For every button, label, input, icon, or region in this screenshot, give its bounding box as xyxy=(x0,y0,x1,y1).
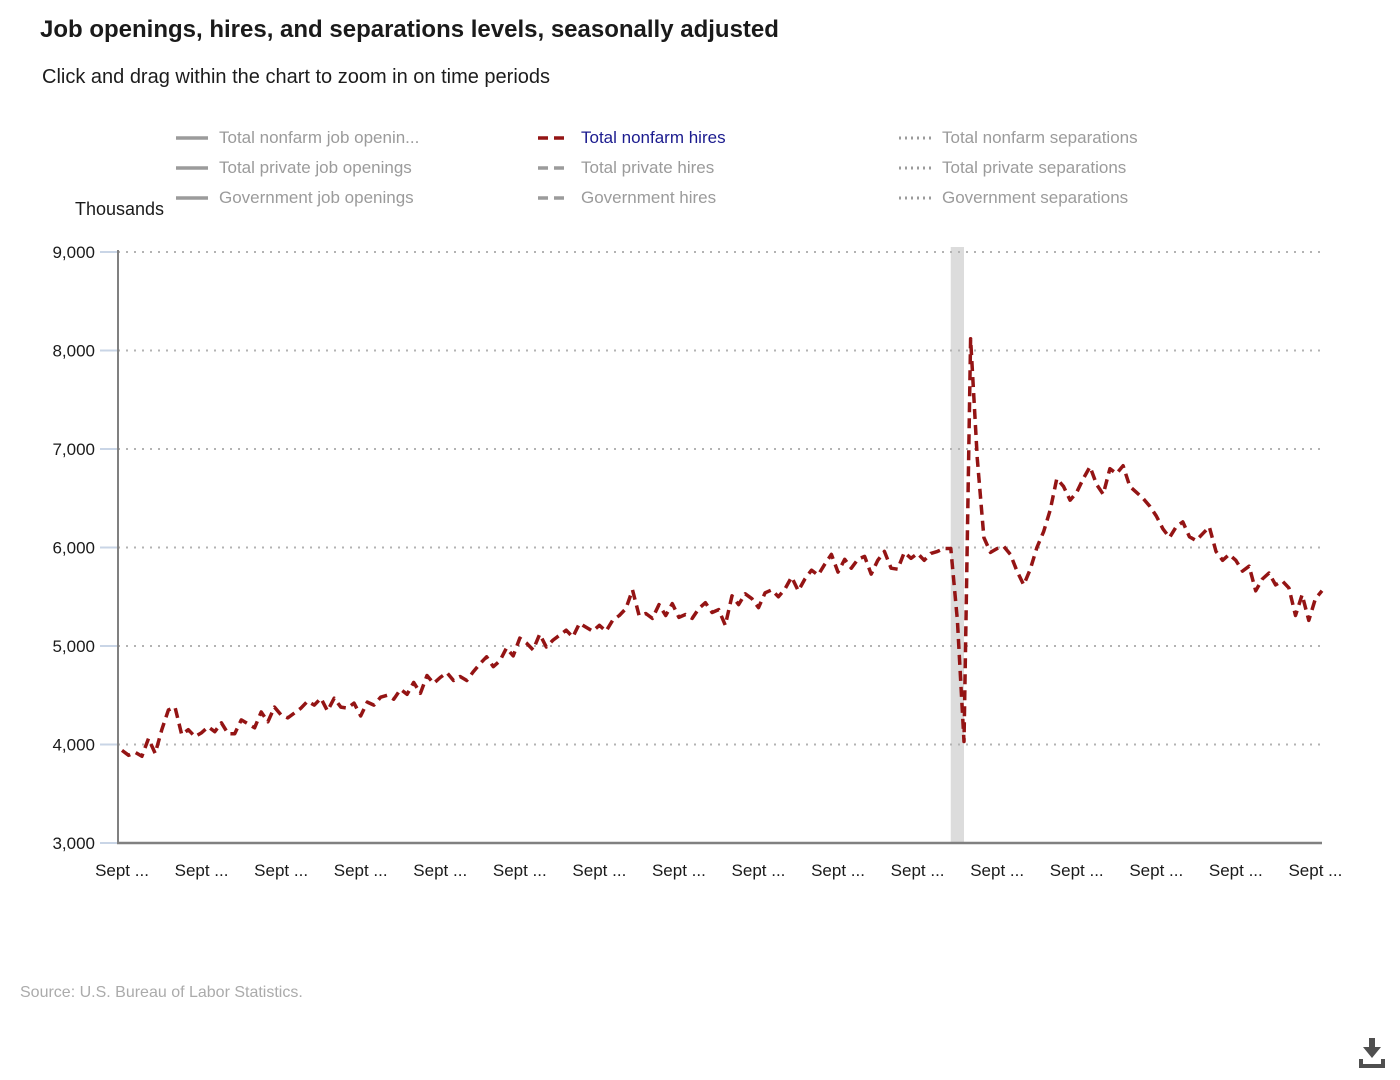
x-axis-tick-label: Sept ... xyxy=(413,861,467,880)
y-axis-tick-label: 6,000 xyxy=(52,539,95,558)
y-axis-tick-label: 8,000 xyxy=(52,342,95,361)
x-axis-tick-label: Sept ... xyxy=(254,861,308,880)
legend-item-total-nonfarm-job-openin[interactable]: Total nonfarm job openin... xyxy=(175,125,419,151)
legend-label: Total nonfarm hires xyxy=(581,128,726,147)
y-axis-tick-label: 5,000 xyxy=(52,637,95,656)
legend-label: Total private job openings xyxy=(219,158,412,177)
legend-item-government-job-openings[interactable]: Government job openings xyxy=(175,185,414,211)
legend-swatch-solid-icon xyxy=(176,136,208,140)
x-axis-tick-label: Sept ... xyxy=(970,861,1024,880)
series-line-total-nonfarm-hires xyxy=(120,336,1324,759)
x-axis-tick-label: Sept ... xyxy=(1050,861,1104,880)
legend-swatch-solid-icon xyxy=(176,166,208,170)
y-axis-tick-label: 4,000 xyxy=(52,736,95,755)
x-axis-tick-label: Sept ... xyxy=(652,861,706,880)
download-button[interactable] xyxy=(1350,1030,1394,1076)
legend-label: Government job openings xyxy=(219,188,414,207)
legend-label: Government separations xyxy=(942,188,1129,207)
x-axis-tick-label: Sept ... xyxy=(175,861,229,880)
x-axis-tick-label: Sept ... xyxy=(811,861,865,880)
x-axis-tick-label: Sept ... xyxy=(732,861,786,880)
legend-swatch-dashed-icon xyxy=(538,136,570,140)
legend-swatch-dashed-icon xyxy=(538,166,570,170)
page-title: Job openings, hires, and separations lev… xyxy=(40,16,779,43)
legend: Total nonfarm job openin... Total private… xyxy=(0,0,1400,220)
x-axis-tick-label: Sept ... xyxy=(95,861,149,880)
y-axis-unit-label: Thousands xyxy=(75,199,165,219)
legend-item-total-nonfarm-separations[interactable]: Total nonfarm separations xyxy=(898,125,1138,151)
legend-item-total-nonfarm-hires[interactable]: Total nonfarm hires xyxy=(537,125,726,151)
legend-item-government-separations[interactable]: Government separations xyxy=(898,185,1128,211)
chart-plot-area[interactable] xyxy=(118,247,1322,843)
x-axis-tick-label: Sept ... xyxy=(1288,861,1342,880)
legend-item-total-private-separations[interactable]: Total private separations xyxy=(898,155,1126,181)
legend-item-total-private-hires[interactable]: Total private hires xyxy=(537,155,714,181)
x-axis-tick-label: Sept ... xyxy=(891,861,945,880)
y-axis-tick-label: 7,000 xyxy=(52,440,95,459)
legend-swatch-dashed-icon xyxy=(538,196,570,200)
source-attribution: Source: U.S. Bureau of Labor Statistics. xyxy=(20,984,303,1001)
legend-label: Government hires xyxy=(581,188,717,207)
download-icon xyxy=(1359,1038,1385,1068)
legend-label: Total nonfarm job openin... xyxy=(219,128,420,147)
y-axis-tick-label: 3,000 xyxy=(52,834,95,853)
x-axis-tick-label: Sept ... xyxy=(1209,861,1263,880)
legend-swatch-solid-icon xyxy=(176,196,208,200)
x-axis-tick-label: Sept ... xyxy=(572,861,626,880)
legend-label: Total private separations xyxy=(942,158,1127,177)
legend-item-total-private-job-openings[interactable]: Total private job openings xyxy=(175,155,412,181)
x-axis-tick-label: Sept ... xyxy=(1129,861,1183,880)
y-axis-tick-label: 9,000 xyxy=(52,243,95,262)
x-axis-tick-label: Sept ... xyxy=(493,861,547,880)
legend-label: Total nonfarm separations xyxy=(942,128,1138,147)
legend-item-government-hires[interactable]: Government hires xyxy=(537,185,716,211)
chart-zoom-hint: Click and drag within the chart to zoom … xyxy=(42,66,551,88)
x-axis-tick-label: Sept ... xyxy=(334,861,388,880)
legend-label: Total private hires xyxy=(581,158,715,177)
